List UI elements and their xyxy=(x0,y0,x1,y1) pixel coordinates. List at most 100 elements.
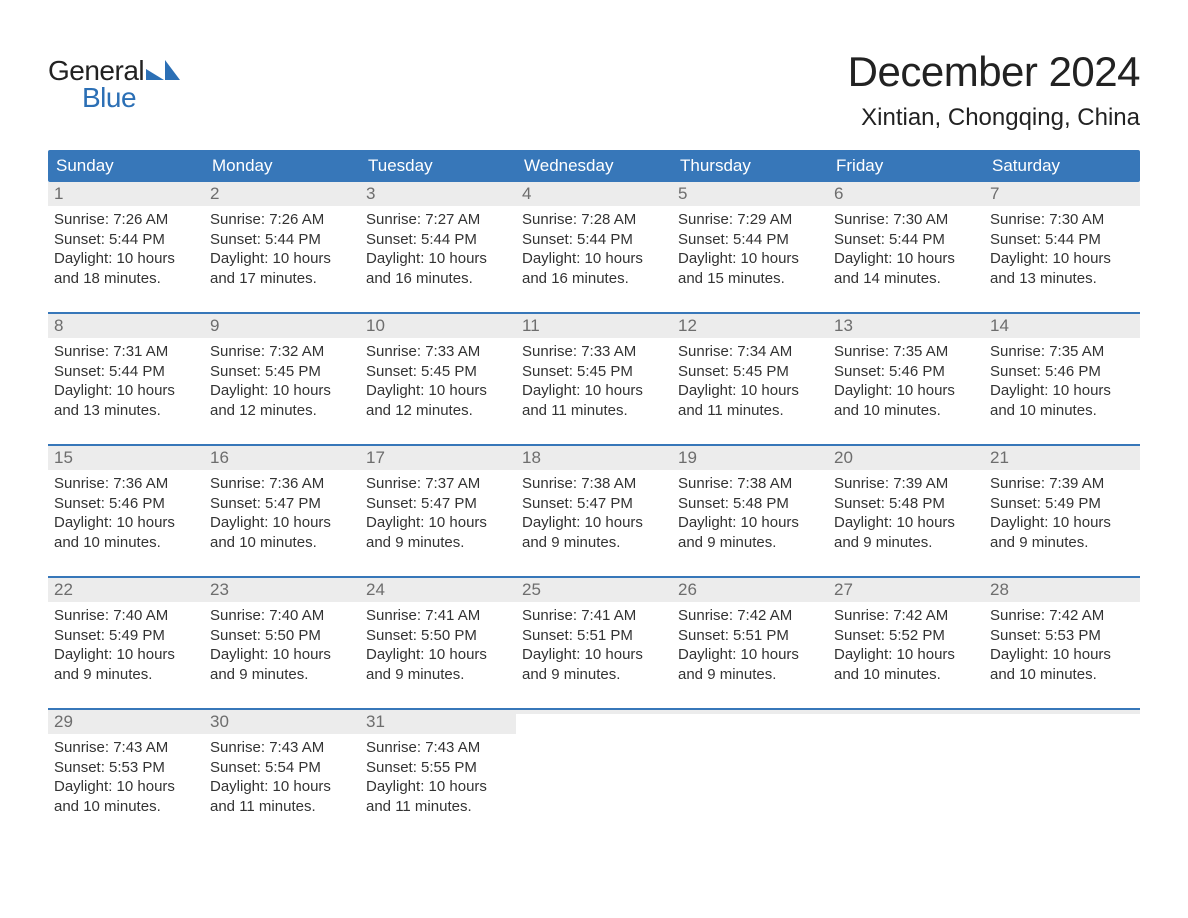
day-cell: 31Sunrise: 7:43 AMSunset: 5:55 PMDayligh… xyxy=(360,710,516,826)
day-number: 22 xyxy=(54,580,73,599)
day-sunset: Sunset: 5:47 PM xyxy=(366,494,510,514)
day-d1: Daylight: 10 hours xyxy=(210,777,354,797)
day-sunrise: Sunrise: 7:28 AM xyxy=(522,210,666,230)
day-info: Sunrise: 7:26 AMSunset: 5:44 PMDaylight:… xyxy=(210,210,354,288)
day-sunset: Sunset: 5:44 PM xyxy=(522,230,666,250)
day-cell: 23Sunrise: 7:40 AMSunset: 5:50 PMDayligh… xyxy=(204,578,360,694)
day-d2: and 11 minutes. xyxy=(522,401,666,421)
day-sunrise: Sunrise: 7:38 AM xyxy=(678,474,822,494)
day-cell: 25 Sunrise: 7:41 AMSunset: 5:51 PMDayligh… xyxy=(516,578,672,694)
day-sunrise: Sunrise: 7:30 AM xyxy=(834,210,978,230)
day-number-row: 26 xyxy=(672,578,828,602)
day-number-row: 2 xyxy=(204,182,360,206)
day-number-row xyxy=(828,710,984,714)
day-sunrise: Sunrise: 7:35 AM xyxy=(834,342,978,362)
day-number-row: 14 xyxy=(984,314,1140,338)
weekday-tuesday: Tuesday xyxy=(360,150,516,182)
day-d1: Daylight: 10 hours xyxy=(834,249,978,269)
day-number-row: 8 xyxy=(48,314,204,338)
week-row: 15 Sunrise: 7:36 AMSunset: 5:46 PMDayligh… xyxy=(48,444,1140,562)
day-d1: Daylight: 10 hours xyxy=(366,513,510,533)
day-info: Sunrise: 7:41 AMSunset: 5:51 PMDaylight:… xyxy=(522,606,666,684)
day-d2: and 9 minutes. xyxy=(366,533,510,553)
header: General Blue December 2024 Xintian, Chon… xyxy=(48,48,1140,132)
day-sunrise: Sunrise: 7:43 AM xyxy=(210,738,354,758)
day-info: Sunrise: 7:43 AMSunset: 5:54 PMDaylight:… xyxy=(210,738,354,816)
day-number-row: 21 xyxy=(984,446,1140,470)
day-sunset: Sunset: 5:46 PM xyxy=(990,362,1134,382)
day-info: Sunrise: 7:33 AMSunset: 5:45 PMDaylight:… xyxy=(522,342,666,420)
week-row: 1Sunrise: 7:26 AMSunset: 5:44 PMDaylight… xyxy=(48,182,1140,298)
day-number-row: 19 xyxy=(672,446,828,470)
day-sunset: Sunset: 5:46 PM xyxy=(834,362,978,382)
day-number-row xyxy=(984,710,1140,714)
day-d1: Daylight: 10 hours xyxy=(366,645,510,665)
day-sunrise: Sunrise: 7:39 AM xyxy=(834,474,978,494)
day-d2: and 14 minutes. xyxy=(834,269,978,289)
day-sunset: Sunset: 5:48 PM xyxy=(678,494,822,514)
day-cell: 21 Sunrise: 7:39 AMSunset: 5:49 PMDayligh… xyxy=(984,446,1140,562)
day-cell: 7Sunrise: 7:30 AMSunset: 5:44 PMDaylight… xyxy=(984,182,1140,298)
day-sunset: Sunset: 5:44 PM xyxy=(834,230,978,250)
day-number-row: 25 xyxy=(516,578,672,602)
day-number-row: 29 xyxy=(48,710,204,734)
day-d1: Daylight: 10 hours xyxy=(990,381,1134,401)
logo-mark-icon xyxy=(146,58,180,82)
day-sunset: Sunset: 5:52 PM xyxy=(834,626,978,646)
day-d2: and 13 minutes. xyxy=(54,401,198,421)
day-number-row: 16 xyxy=(204,446,360,470)
day-info: Sunrise: 7:31 AMSunset: 5:44 PMDaylight:… xyxy=(54,342,198,420)
weekday-wednesday: Wednesday xyxy=(516,150,672,182)
day-d1: Daylight: 10 hours xyxy=(678,381,822,401)
day-sunset: Sunset: 5:49 PM xyxy=(54,626,198,646)
day-number-row: 10 xyxy=(360,314,516,338)
day-info: Sunrise: 7:30 AMSunset: 5:44 PMDaylight:… xyxy=(990,210,1134,288)
logo: General Blue xyxy=(48,48,180,111)
logo-word-general: General xyxy=(48,58,144,85)
day-d2: and 9 minutes. xyxy=(522,665,666,685)
day-number: 14 xyxy=(990,316,1009,335)
day-number-row: 30 xyxy=(204,710,360,734)
weekday-sunday: Sunday xyxy=(48,150,204,182)
day-info: Sunrise: 7:36 AMSunset: 5:46 PMDaylight:… xyxy=(54,474,198,552)
day-sunset: Sunset: 5:49 PM xyxy=(990,494,1134,514)
weekday-thursday: Thursday xyxy=(672,150,828,182)
day-sunset: Sunset: 5:44 PM xyxy=(678,230,822,250)
day-sunset: Sunset: 5:46 PM xyxy=(54,494,198,514)
day-number: 15 xyxy=(54,448,73,467)
day-d2: and 10 minutes. xyxy=(990,401,1134,421)
day-sunrise: Sunrise: 7:26 AM xyxy=(54,210,198,230)
day-sunset: Sunset: 5:45 PM xyxy=(366,362,510,382)
day-cell xyxy=(516,710,672,826)
day-info: Sunrise: 7:26 AMSunset: 5:44 PMDaylight:… xyxy=(54,210,198,288)
day-sunrise: Sunrise: 7:43 AM xyxy=(54,738,198,758)
day-sunrise: Sunrise: 7:33 AM xyxy=(366,342,510,362)
day-number-row: 3 xyxy=(360,182,516,206)
day-d2: and 11 minutes. xyxy=(678,401,822,421)
day-d1: Daylight: 10 hours xyxy=(678,645,822,665)
day-sunrise: Sunrise: 7:37 AM xyxy=(366,474,510,494)
day-sunrise: Sunrise: 7:42 AM xyxy=(678,606,822,626)
day-sunrise: Sunrise: 7:32 AM xyxy=(210,342,354,362)
day-number: 23 xyxy=(210,580,229,599)
day-sunrise: Sunrise: 7:42 AM xyxy=(834,606,978,626)
day-info: Sunrise: 7:33 AMSunset: 5:45 PMDaylight:… xyxy=(366,342,510,420)
day-sunrise: Sunrise: 7:29 AM xyxy=(678,210,822,230)
month-title: December 2024 xyxy=(848,48,1140,96)
day-info: Sunrise: 7:37 AMSunset: 5:47 PMDaylight:… xyxy=(366,474,510,552)
day-d1: Daylight: 10 hours xyxy=(990,513,1134,533)
day-cell: 1Sunrise: 7:26 AMSunset: 5:44 PMDaylight… xyxy=(48,182,204,298)
week-row: 29 Sunrise: 7:43 AMSunset: 5:53 PMDayligh… xyxy=(48,708,1140,826)
day-d2: and 10 minutes. xyxy=(834,401,978,421)
day-info: Sunrise: 7:42 AMSunset: 5:52 PMDaylight:… xyxy=(834,606,978,684)
day-sunset: Sunset: 5:54 PM xyxy=(210,758,354,778)
day-number: 30 xyxy=(210,712,229,731)
day-sunrise: Sunrise: 7:39 AM xyxy=(990,474,1134,494)
day-d2: and 16 minutes. xyxy=(366,269,510,289)
day-info: Sunrise: 7:43 AMSunset: 5:53 PMDaylight:… xyxy=(54,738,198,816)
day-number-row: 6 xyxy=(828,182,984,206)
day-info: Sunrise: 7:38 AMSunset: 5:47 PMDaylight:… xyxy=(522,474,666,552)
day-number-row: 9 xyxy=(204,314,360,338)
day-cell: 14Sunrise: 7:35 AMSunset: 5:46 PMDayligh… xyxy=(984,314,1140,430)
day-d2: and 12 minutes. xyxy=(210,401,354,421)
